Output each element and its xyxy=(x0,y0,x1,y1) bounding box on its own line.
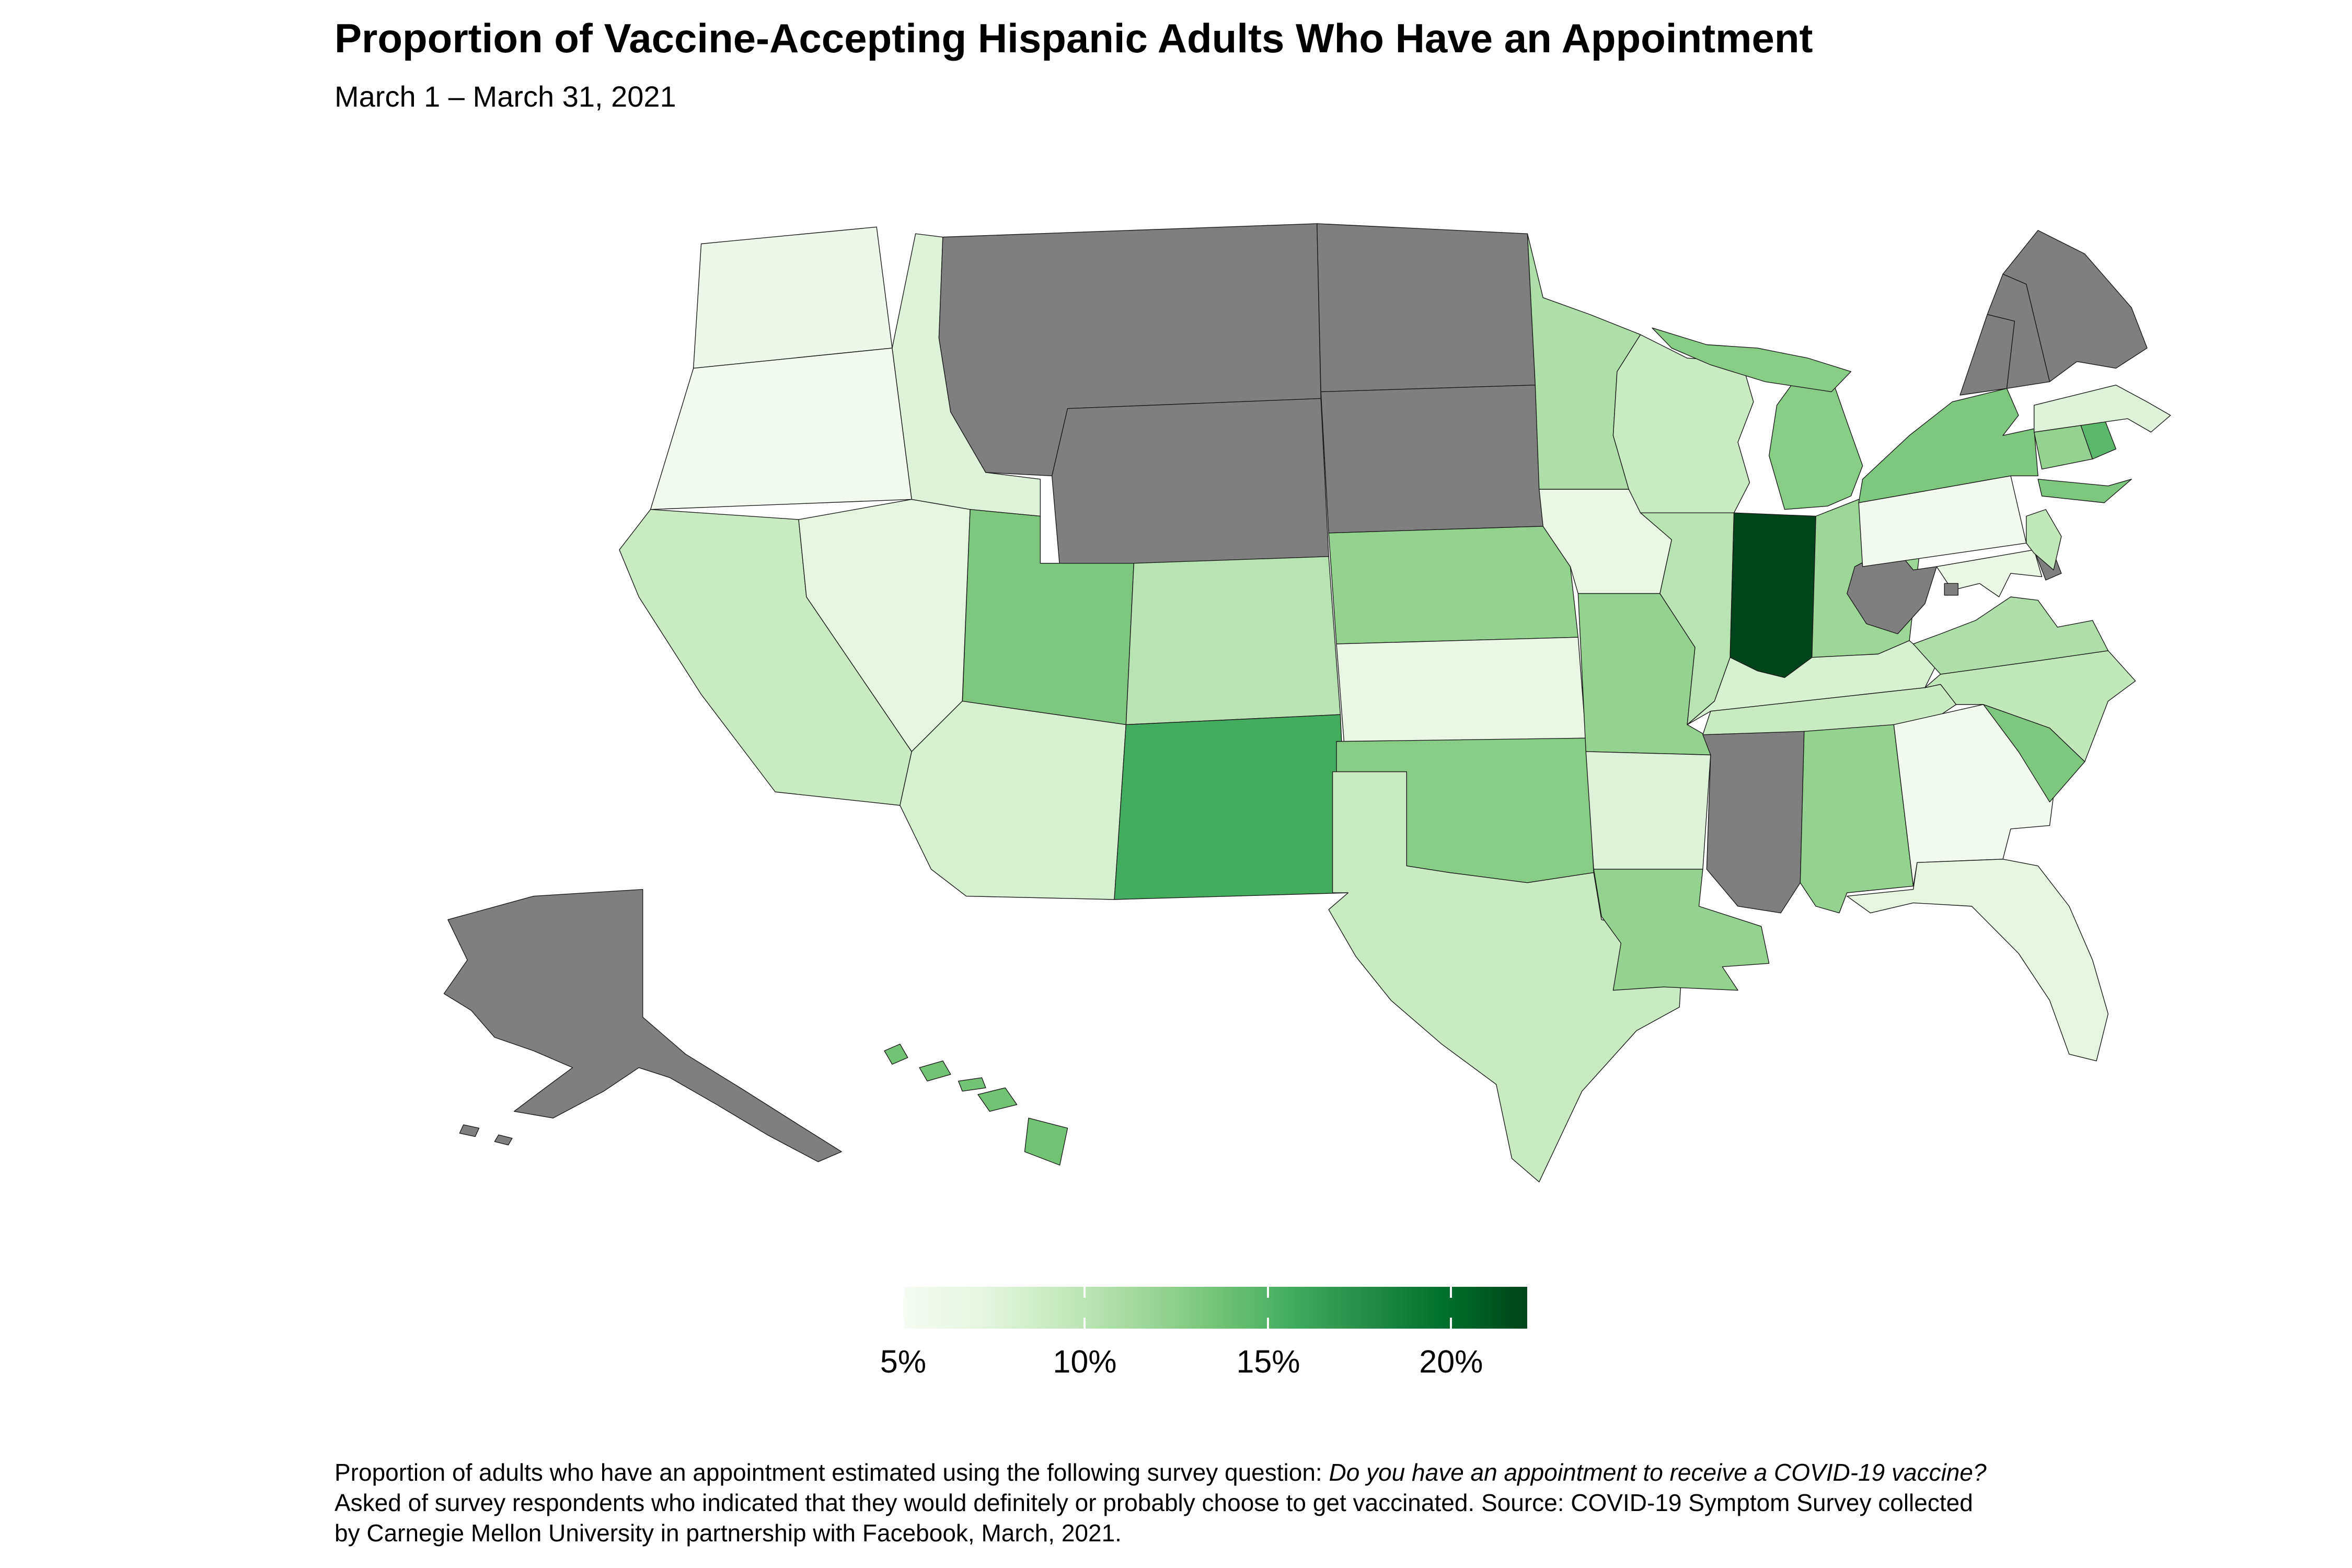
caption-line-1-text: Proportion of adults who have an appoint… xyxy=(335,1459,1329,1486)
legend-label-20: 20% xyxy=(1419,1344,1483,1379)
state-north-dakota xyxy=(1317,224,1536,392)
state-south-dakota xyxy=(1321,385,1543,533)
state-oregon xyxy=(651,348,912,510)
state-nebraska xyxy=(1329,526,1578,644)
state-hawaii-big-island xyxy=(1025,1118,1068,1165)
state-colorado xyxy=(1126,557,1340,725)
legend-gradient-bar xyxy=(903,1287,1527,1329)
legend-label-5: 5% xyxy=(880,1344,927,1379)
caption-line-1-question: Do you have an appointment to receive a … xyxy=(1329,1459,1987,1486)
legend-tick-20b xyxy=(1450,1318,1452,1329)
us-map-svg xyxy=(397,193,2190,1202)
state-maine xyxy=(2003,230,2147,382)
state-wisconsin xyxy=(1613,335,1753,513)
state-alaska xyxy=(444,890,841,1162)
state-hawaii-kauai xyxy=(884,1044,908,1065)
legend-label-15: 15% xyxy=(1236,1344,1300,1379)
state-mississippi xyxy=(1703,731,1804,913)
state-vermont xyxy=(1960,315,2014,395)
legend-tick-15b xyxy=(1267,1318,1270,1329)
state-kansas xyxy=(1336,637,1586,745)
state-hawaii-molokai xyxy=(959,1078,986,1091)
state-washington xyxy=(694,227,892,368)
legend-tick-20 xyxy=(1450,1287,1452,1298)
state-district-of-columbia xyxy=(1944,583,1958,595)
state-hawaii-maui xyxy=(978,1088,1017,1111)
state-alaska-aleutian-2 xyxy=(494,1135,512,1145)
caption-line-2: Asked of survey respondents who indicate… xyxy=(335,1489,1973,1516)
caption: Proportion of adults who have an appoint… xyxy=(335,1457,2242,1548)
state-michigan-upper xyxy=(1652,328,1851,391)
legend-tick-10b xyxy=(1083,1318,1086,1329)
states-lower48 xyxy=(619,224,2171,1182)
state-hawaii-oahu xyxy=(919,1061,951,1081)
state-new-york xyxy=(1859,388,2038,503)
state-new-york-long-island xyxy=(2038,479,2131,503)
state-alaska-aleutian-1 xyxy=(459,1125,479,1137)
legend-label-10: 10% xyxy=(1053,1344,1117,1379)
state-indiana xyxy=(1730,513,1816,677)
state-new-jersey xyxy=(2026,510,2061,570)
state-wyoming xyxy=(1052,398,1329,567)
us-choropleth-map xyxy=(397,193,2190,1202)
page-title: Proportion of Vaccine-Accepting Hispanic… xyxy=(335,15,1813,61)
page-subtitle: March 1 – March 31, 2021 xyxy=(335,80,676,113)
legend-tick-10 xyxy=(1083,1287,1086,1298)
state-arkansas xyxy=(1586,752,1711,869)
legend-tick-5b xyxy=(902,1318,904,1329)
state-florida xyxy=(1847,859,2108,1061)
state-texas xyxy=(1329,772,1684,1182)
state-virginia xyxy=(1913,597,2108,674)
legend-tick-15 xyxy=(1267,1287,1270,1298)
state-arizona xyxy=(900,701,1126,900)
state-michigan-lower xyxy=(1769,368,1863,510)
state-massachusetts xyxy=(2034,385,2171,432)
state-new-mexico xyxy=(1114,714,1348,900)
state-alabama xyxy=(1800,724,1913,913)
legend-tick-5 xyxy=(902,1287,904,1298)
states-insets xyxy=(444,890,1067,1166)
caption-line-1: Proportion of adults who have an appoint… xyxy=(335,1457,2242,1488)
state-louisiana xyxy=(1594,869,1769,990)
caption-line-3: by Carnegie Mellon University in partner… xyxy=(335,1519,1122,1547)
color-legend: 5% 10% 15% 20% xyxy=(880,1287,1527,1379)
